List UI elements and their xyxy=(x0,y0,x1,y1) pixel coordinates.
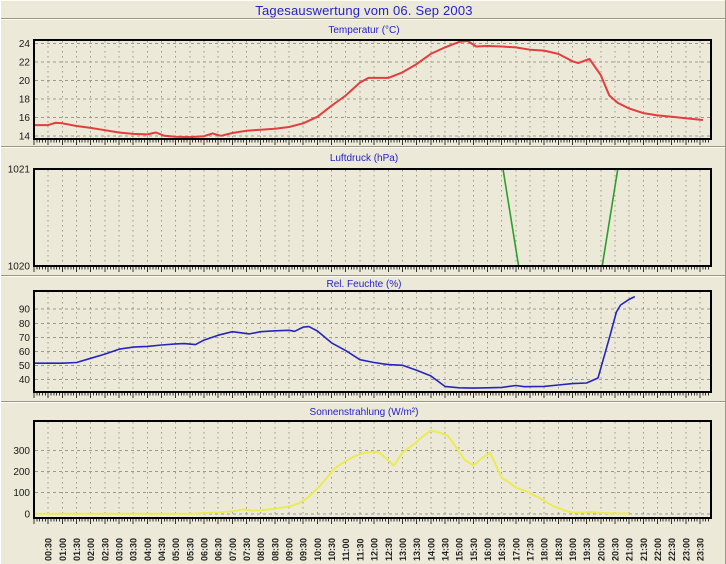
svg-text:08:30: 08:30 xyxy=(270,538,280,561)
svg-text:0: 0 xyxy=(24,509,30,520)
svg-text:10:30: 10:30 xyxy=(327,538,337,561)
svg-text:300: 300 xyxy=(13,446,30,457)
svg-text:23:30: 23:30 xyxy=(696,538,706,561)
svg-text:23:00: 23:00 xyxy=(681,538,691,561)
svg-text:17:30: 17:30 xyxy=(525,538,535,561)
svg-text:08:00: 08:00 xyxy=(256,538,266,561)
svg-text:22: 22 xyxy=(19,58,31,69)
svg-text:19:00: 19:00 xyxy=(568,538,578,561)
svg-text:1020: 1020 xyxy=(8,262,31,273)
svg-text:13:00: 13:00 xyxy=(398,538,408,561)
svg-text:13:30: 13:30 xyxy=(412,538,422,561)
svg-text:02:00: 02:00 xyxy=(86,538,96,561)
svg-text:10:00: 10:00 xyxy=(313,538,323,561)
svg-text:07:30: 07:30 xyxy=(242,538,252,561)
svg-text:16: 16 xyxy=(19,113,31,124)
svg-text:18: 18 xyxy=(19,95,31,106)
chart-title-feuchte: Rel. Feuchte (%) xyxy=(326,279,402,290)
svg-text:05:30: 05:30 xyxy=(185,538,195,561)
chart-panel-feuchte xyxy=(1,276,725,402)
svg-text:03:30: 03:30 xyxy=(129,538,139,561)
svg-text:100: 100 xyxy=(13,488,30,499)
svg-text:09:00: 09:00 xyxy=(285,538,295,561)
chart-title-sonnenstrahlung: Sonnenstrahlung (W/m²) xyxy=(309,407,419,418)
svg-text:12:30: 12:30 xyxy=(384,538,394,561)
svg-text:07:00: 07:00 xyxy=(228,538,238,561)
svg-text:04:00: 04:00 xyxy=(143,538,153,561)
header-panel: Tagesauswertung vom 06. Sep 2003 xyxy=(1,0,725,19)
svg-text:12:00: 12:00 xyxy=(370,538,380,561)
svg-text:70: 70 xyxy=(19,333,31,344)
svg-text:21:00: 21:00 xyxy=(625,538,635,561)
svg-text:17:00: 17:00 xyxy=(511,538,521,561)
svg-text:04:30: 04:30 xyxy=(157,538,167,561)
svg-text:15:00: 15:00 xyxy=(455,538,465,561)
svg-text:200: 200 xyxy=(13,467,30,478)
svg-text:80: 80 xyxy=(19,319,31,330)
svg-text:19:30: 19:30 xyxy=(582,538,592,561)
svg-text:11:30: 11:30 xyxy=(355,538,365,561)
svg-text:18:30: 18:30 xyxy=(554,538,564,561)
svg-text:50: 50 xyxy=(19,361,31,372)
svg-text:16:30: 16:30 xyxy=(497,538,507,561)
svg-text:22:00: 22:00 xyxy=(653,538,663,561)
svg-text:05:00: 05:00 xyxy=(171,538,181,561)
chart-title-temperatur: Temperatur (°C) xyxy=(328,25,400,36)
svg-text:20:00: 20:00 xyxy=(596,538,606,561)
page-title: Tagesauswertung vom 06. Sep 2003 xyxy=(255,3,473,18)
svg-text:90: 90 xyxy=(19,305,31,316)
svg-text:40: 40 xyxy=(19,375,31,386)
svg-text:14:00: 14:00 xyxy=(426,538,436,561)
svg-text:01:00: 01:00 xyxy=(58,538,68,561)
svg-text:01:30: 01:30 xyxy=(72,538,82,561)
svg-text:1021: 1021 xyxy=(8,165,31,176)
svg-text:20:30: 20:30 xyxy=(610,538,620,561)
svg-text:00:30: 00:30 xyxy=(44,538,54,561)
svg-text:14: 14 xyxy=(19,132,31,143)
svg-text:11:00: 11:00 xyxy=(341,538,351,561)
svg-text:22:30: 22:30 xyxy=(667,538,677,561)
chart-panel-sonnenstrahlung xyxy=(1,402,725,564)
svg-text:21:30: 21:30 xyxy=(639,538,649,561)
chart-title-luftdruck: Luftdruck (hPa) xyxy=(329,153,399,164)
svg-text:14:30: 14:30 xyxy=(440,538,450,561)
svg-text:24: 24 xyxy=(19,39,31,50)
svg-text:16:00: 16:00 xyxy=(483,538,493,561)
svg-text:20: 20 xyxy=(19,76,31,87)
svg-text:06:30: 06:30 xyxy=(214,538,224,561)
svg-text:06:00: 06:00 xyxy=(200,538,210,561)
svg-text:03:00: 03:00 xyxy=(115,538,125,561)
svg-text:60: 60 xyxy=(19,347,31,358)
svg-text:02:30: 02:30 xyxy=(100,538,110,561)
svg-text:15:30: 15:30 xyxy=(469,538,479,561)
svg-text:09:30: 09:30 xyxy=(299,538,309,561)
svg-text:18:00: 18:00 xyxy=(540,538,550,561)
